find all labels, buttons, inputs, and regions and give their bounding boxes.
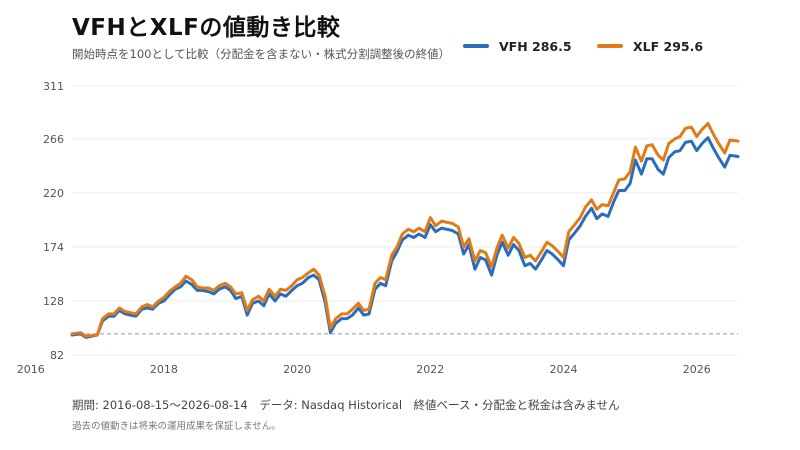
x-tick-label: 2026 xyxy=(683,363,711,376)
x-tick-label: 2024 xyxy=(550,363,578,376)
x-tick-label: 2022 xyxy=(416,363,444,376)
legend-item-vfh: VFH 286.5 xyxy=(463,37,572,55)
grid-lines xyxy=(72,85,738,356)
x-tick-label: 2016 xyxy=(17,363,45,376)
x-tick-label: 2018 xyxy=(150,363,178,376)
legend-label-vfh: VFH 286.5 xyxy=(499,38,572,54)
chart-subtitle: 開始時点を100として比較（分配金を含まない・株式分割調整後の終値） xyxy=(72,47,451,61)
legend-item-xlf: XLF 295.6 xyxy=(597,37,703,55)
disclaimer-note: 過去の値動きは将来の運用成果を保証しません。 xyxy=(72,421,281,432)
x-tick-label: 2020 xyxy=(283,363,311,376)
legend-swatch-xlf xyxy=(597,44,623,48)
legend-label-xlf: XLF 295.6 xyxy=(633,38,704,54)
y-tick-label: 266 xyxy=(43,133,64,146)
x-axis-ticks: 2016 2018 2020 2022 2024 2026 xyxy=(17,363,711,376)
y-axis-ticks: 82 128 174 220 266 311 xyxy=(43,80,64,362)
y-tick-label: 220 xyxy=(43,187,64,200)
chart-footer: 期間: 2016-08-15〜2026-08-14 データ: Nasdaq Hi… xyxy=(72,398,620,412)
y-tick-label: 311 xyxy=(43,80,64,93)
legend-swatch-vfh xyxy=(463,44,489,48)
y-tick-label: 128 xyxy=(43,295,64,308)
chart-title: VFHとXLFの値動き比較 xyxy=(72,15,341,41)
series-line-xlf xyxy=(70,122,740,338)
y-tick-label: 174 xyxy=(43,241,64,254)
series-line-vfh xyxy=(70,136,740,339)
series-lines xyxy=(70,122,740,339)
y-tick-label: 82 xyxy=(50,349,64,362)
